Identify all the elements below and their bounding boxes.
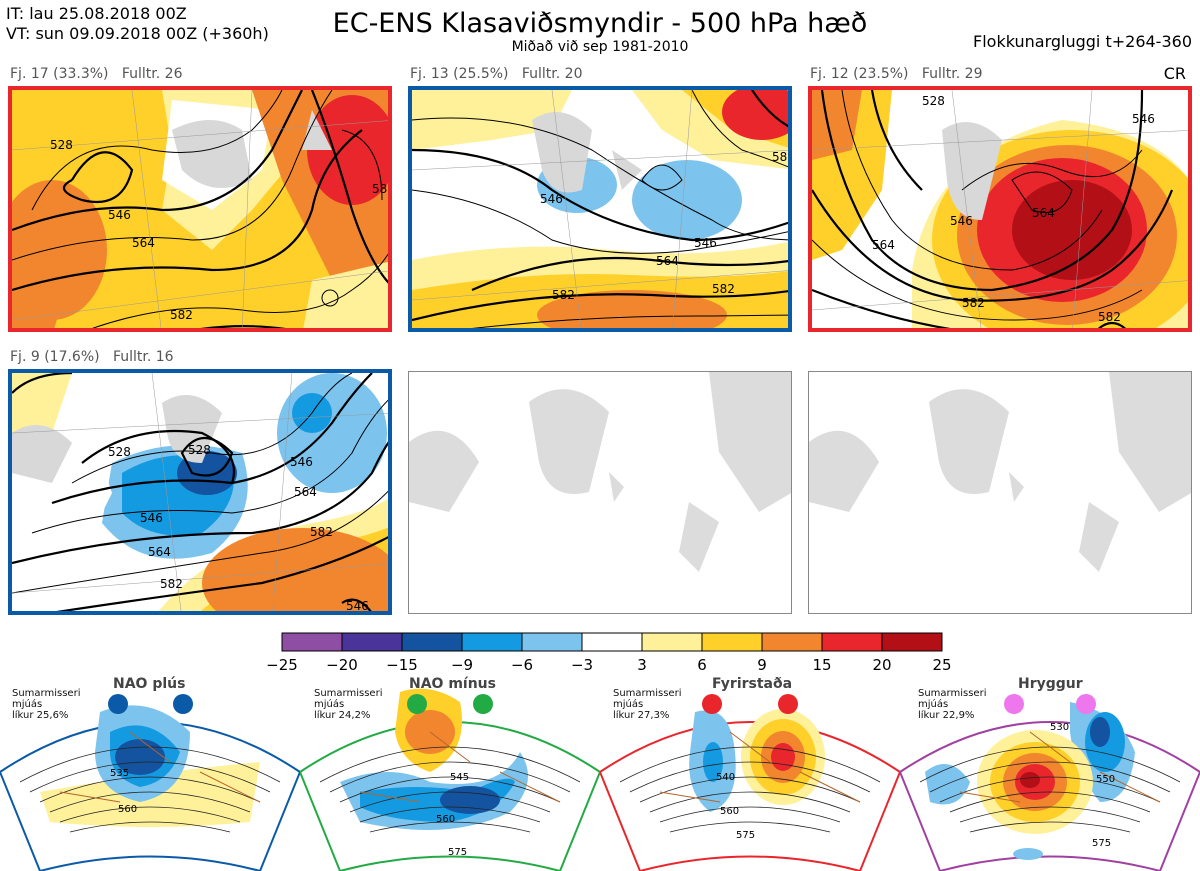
valid-time: VT: sun 09.09.2018 00Z (+360h) <box>6 24 269 43</box>
panel-label-1: Fj. 17 (33.3%) Fulltr. 26 <box>10 66 183 82</box>
colorbar-tick-label: 6 <box>697 656 707 674</box>
regime-info: Sumarmisseri mjúás líkur 24,2% <box>314 688 383 721</box>
contour-label: 530 <box>1050 722 1070 733</box>
contour-label: 564 <box>1032 206 1055 220</box>
contour-label: 582 <box>962 296 985 310</box>
colorbar-segment <box>821 632 883 652</box>
contour-label: 575 <box>448 847 468 858</box>
contour-label: 546 <box>140 511 163 525</box>
contour-label: 564 <box>132 236 155 250</box>
corner-code: CR <box>1163 64 1186 83</box>
contour-label: 560 <box>720 806 740 817</box>
colorbar-segment <box>521 632 583 652</box>
contour-label: 528 <box>188 443 211 457</box>
contour-label: 582 <box>712 282 735 296</box>
contour-label: 546 <box>1132 112 1155 126</box>
panel-label-3: Fj. 12 (23.5%) Fulltr. 29 <box>810 66 983 82</box>
colorbar-tick-label: 20 <box>872 656 892 674</box>
contour-label: 582 <box>372 182 388 196</box>
contour-label: 528 <box>50 138 73 152</box>
contour-label: 535 <box>110 768 130 779</box>
colorbar-tick-label: 3 <box>637 656 647 674</box>
colorbar-tick-label: −15 <box>386 656 418 674</box>
cluster-map-2: 546 546 564 582 582 582 <box>408 86 792 332</box>
contour-label: 546 <box>346 599 369 613</box>
cluster-map-1: 528 546 564 582 582 <box>8 86 392 332</box>
contour-label: 546 <box>694 236 717 250</box>
regime-info: Sumarmisseri mjúás líkur 25,6% <box>12 688 81 721</box>
colorbar-segment <box>701 632 763 652</box>
initial-time: IT: lau 25.08.2018 00Z <box>6 4 187 23</box>
contour-label: 528 <box>108 445 131 459</box>
colorbar-tick-label: 15 <box>812 656 832 674</box>
colorbar-segment <box>641 632 703 652</box>
page-title: EC-ENS Klasaviðsmyndir - 500 hPa hæð <box>332 8 868 39</box>
contour-label: 564 <box>294 485 317 499</box>
panel-label-2: Fj. 13 (25.5%) Fulltr. 20 <box>410 66 583 82</box>
contour-label: 575 <box>736 830 756 841</box>
colorbar-tick-label: −25 <box>266 656 298 674</box>
regime-nao-plus: NAO plús Sumarmisseri mjúás líkur 25,6% 53… <box>0 672 300 871</box>
colorbar <box>280 632 944 656</box>
colorbar-tick-label: −20 <box>326 656 358 674</box>
colorbar-tick-label: −9 <box>450 656 474 674</box>
contour-label: 582 <box>772 150 788 164</box>
contour-label: 582 <box>1098 310 1121 324</box>
header-info: IT: lau 25.08.2018 00Z VT: sun 09.09.201… <box>6 4 269 44</box>
contour-label: 560 <box>436 814 456 825</box>
contour-label: 546 <box>290 455 313 469</box>
colorbar-tick-label: 25 <box>932 656 952 674</box>
contour-label: 582 <box>170 308 193 322</box>
colorbar-segment <box>881 632 943 652</box>
colorbar-tick-label: −6 <box>510 656 534 674</box>
colorbar-tick-label: −3 <box>570 656 594 674</box>
contour-label: 546 <box>950 214 973 228</box>
classification-window: Flokkunargluggi t+264-360 <box>973 32 1192 51</box>
colorbar-segment <box>281 632 343 652</box>
empty-map-6 <box>808 371 1192 614</box>
colorbar-tick-label: 9 <box>757 656 767 674</box>
contour-label: 528 <box>922 94 945 108</box>
regime-info: Sumarmisseri mjúás líkur 27,3% <box>613 688 682 721</box>
page-subtitle: Miðað við sep 1981-2010 <box>511 39 689 55</box>
regime-title: Hryggur <box>1018 676 1083 692</box>
empty-map-5 <box>408 371 792 614</box>
cluster-map-4: 528 528 546 546 564 564 582 582 546 <box>8 369 392 615</box>
contour-label: 540 <box>716 772 736 783</box>
regime-nao-minus: NAO mínus Sumarmisseri mjúás líkur 24,2% 5… <box>300 672 600 871</box>
contour-label: 546 <box>108 208 131 222</box>
regime-title: NAO plús <box>113 676 186 692</box>
colorbar-segment <box>341 632 403 652</box>
panel-label-4: Fj. 9 (17.6%) Fulltr. 16 <box>10 349 174 365</box>
colorbar-segment <box>761 632 823 652</box>
contour-label: 546 <box>540 192 563 206</box>
colorbar-segment <box>461 632 523 652</box>
contour-label: 582 <box>310 525 333 539</box>
regime-ridge: Hryggur Sumarmisseri mjúás líkur 22,9% 530… <box>900 672 1200 871</box>
contour-label: 545 <box>450 772 470 783</box>
cluster-map-3: 528 546 546 564 564 582 582 <box>808 86 1192 332</box>
contour-label: 582 <box>552 288 575 302</box>
colorbar-segment <box>401 632 463 652</box>
regime-info: Sumarmisseri mjúás líkur 22,9% <box>918 688 987 721</box>
regime-blocking: Fyrirstaða Sumarmisseri mjúás líkur 27,3% … <box>600 672 900 871</box>
contour-label: 550 <box>1096 774 1116 785</box>
contour-label: 564 <box>148 545 171 559</box>
regime-title: NAO mínus <box>409 676 496 692</box>
contour-label: 560 <box>118 804 138 815</box>
contour-label: 575 <box>1092 838 1112 849</box>
regime-title: Fyrirstaða <box>712 676 793 692</box>
contour-label: 564 <box>656 254 679 268</box>
contour-label: 564 <box>872 238 895 252</box>
contour-label: 582 <box>160 577 183 591</box>
colorbar-segment <box>581 632 643 652</box>
